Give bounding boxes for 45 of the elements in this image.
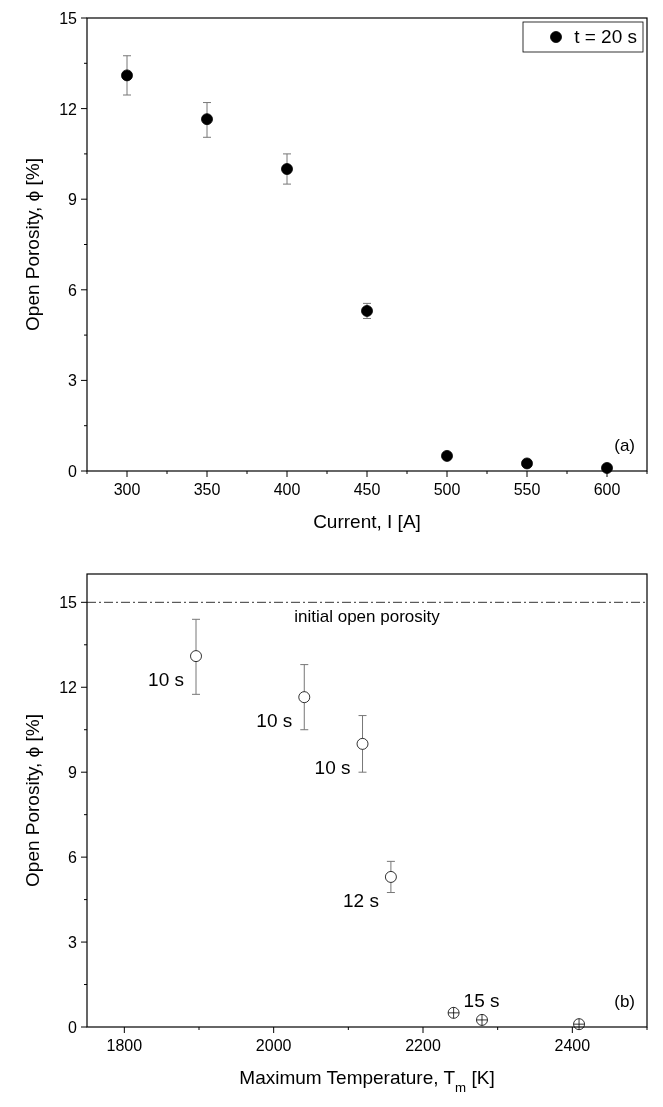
x-tick-label: 400 <box>273 481 301 498</box>
point <box>356 737 369 750</box>
x-axis-title: Maximum Temperature, T$_{m}$ [K] <box>239 1067 495 1095</box>
y-tick-label: 3 <box>68 934 78 952</box>
point <box>281 163 293 175</box>
y-tick-label: 3 <box>68 372 78 390</box>
x-tick-label: 2200 <box>405 1037 441 1054</box>
x-tick-label: 350 <box>193 481 221 498</box>
y-tick-label: 15 <box>59 10 78 27</box>
y-tick-label: 6 <box>68 849 78 867</box>
annotation: 12 s <box>342 889 379 911</box>
y-tick-label: 6 <box>68 281 78 299</box>
annotation: 15 s <box>463 989 500 1011</box>
annotation: 10 s <box>314 756 351 778</box>
x-tick-label: 450 <box>353 481 381 498</box>
x-axis-title: Current, I [A] <box>313 511 421 532</box>
point <box>201 113 213 126</box>
point <box>190 650 202 663</box>
x-tick-label: 2400 <box>554 1037 591 1054</box>
x-tick-label: 550 <box>513 481 541 498</box>
point <box>521 457 533 470</box>
x-tick-label: 300 <box>113 481 141 498</box>
x-tick-label: 1800 <box>106 1037 143 1054</box>
x-tick-label: 2000 <box>255 1037 292 1054</box>
y-axis-title: Open Porosity, ϕ [%] <box>22 158 43 331</box>
y-tick-label: 0 <box>68 1019 78 1036</box>
annotation: 10 s <box>148 669 185 691</box>
y-tick-label: 12 <box>59 100 78 118</box>
legend-label: t = 20 s <box>574 26 637 47</box>
ref-line-label: initial open porosity <box>294 607 441 627</box>
point <box>441 450 453 462</box>
y-tick-label: 0 <box>68 463 78 480</box>
point <box>121 69 133 82</box>
y-axis-title: Open Porosity, ϕ [%] <box>22 714 43 887</box>
y-tick-label: 9 <box>68 764 78 782</box>
y-tick-label: 15 <box>59 594 78 612</box>
x-tick-label: 600 <box>593 481 621 498</box>
annotation: (b) <box>614 992 635 1011</box>
point <box>384 871 397 883</box>
y-tick-label: 12 <box>59 679 78 697</box>
point <box>298 691 311 704</box>
x-tick-label: 500 <box>433 481 461 498</box>
annotation: 10 s <box>256 710 293 732</box>
y-tick-label: 9 <box>68 191 78 209</box>
annotation: (a) <box>614 436 635 455</box>
